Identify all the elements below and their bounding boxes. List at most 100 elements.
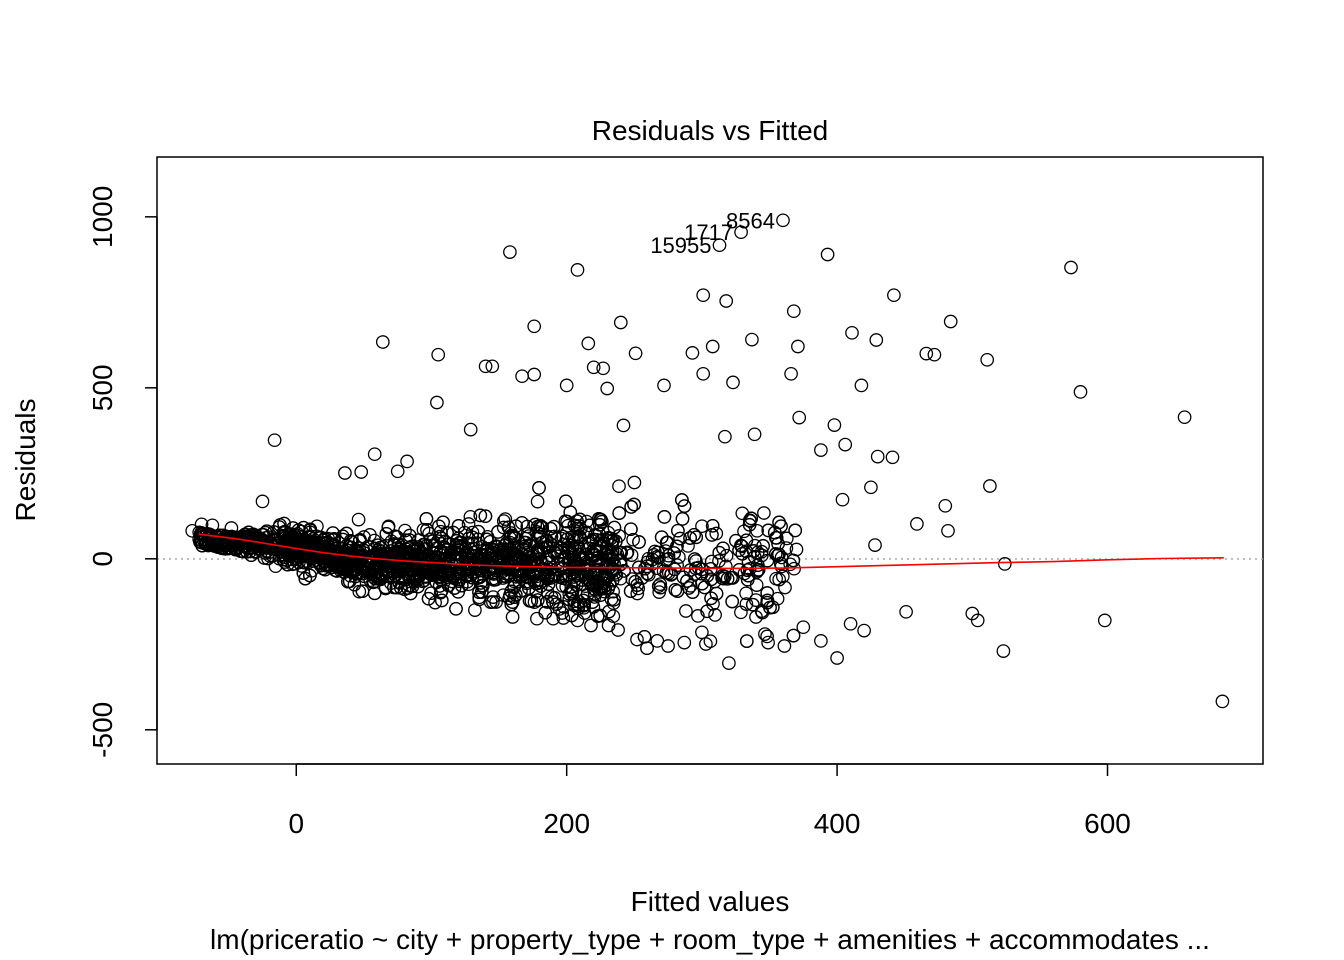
residual-point: [349, 548, 363, 562]
residual-point: [549, 597, 564, 612]
residual-point: [786, 553, 801, 568]
residual-point: [726, 375, 740, 390]
residual-point: [659, 565, 674, 580]
residual-point: [508, 588, 523, 602]
residual-point: [570, 263, 585, 277]
residual-point: [838, 437, 853, 452]
residual-point: [681, 539, 695, 553]
residual-point: [479, 532, 494, 547]
residual-point: [592, 517, 607, 532]
residual-point: [1073, 385, 1088, 399]
residual-point: [709, 586, 724, 601]
residual-point: [496, 555, 510, 569]
residual-point: [745, 597, 760, 612]
residual-point: [788, 523, 803, 538]
residual-point: [593, 608, 608, 623]
residual-point: [594, 513, 608, 527]
residual-point: [390, 464, 405, 479]
x-tick-label: 400: [814, 808, 861, 839]
residual-point: [558, 572, 573, 586]
residual-point: [653, 577, 668, 592]
residual-point: [505, 595, 520, 609]
residual-point: [613, 315, 628, 330]
residual-point: [885, 450, 900, 465]
residual-point: [506, 562, 520, 577]
residual-point: [201, 530, 216, 545]
residual-point: [601, 581, 616, 596]
residual-point: [371, 538, 385, 553]
residual-point: [775, 569, 790, 584]
residual-point: [691, 609, 705, 623]
residual-point: [783, 557, 798, 572]
residual-point: [620, 545, 635, 560]
residual-point: [729, 533, 743, 548]
residual-point: [659, 552, 674, 567]
residual-point: [447, 581, 462, 595]
residual-point: [660, 535, 675, 550]
residual-point: [428, 595, 442, 610]
residual-point: [592, 568, 606, 583]
residual-point: [573, 521, 588, 536]
residual-point: [1177, 410, 1192, 425]
point-label: 15955: [650, 233, 711, 258]
residual-point: [474, 585, 489, 599]
residual-point: [386, 569, 401, 584]
residual-point: [835, 492, 850, 507]
residual-point: [739, 634, 754, 648]
residual-point: [520, 527, 535, 541]
residual-point: [473, 508, 488, 523]
residual-point: [540, 595, 555, 609]
residual-point: [595, 532, 610, 547]
residual-point: [616, 418, 631, 433]
residual-point: [578, 570, 593, 585]
residual-point: [527, 367, 542, 382]
residual-point: [470, 571, 484, 586]
residual-point: [696, 288, 711, 303]
residual-point: [463, 509, 478, 524]
residual-point: [854, 378, 869, 393]
residual-point: [744, 511, 759, 526]
residual-point: [773, 556, 788, 571]
residual-point: [516, 554, 531, 569]
model-formula-subtitle: lm(priceratio ~ city + property_type + r…: [210, 924, 1210, 955]
residual-point: [632, 535, 646, 549]
residual-point: [353, 532, 367, 547]
residual-point: [687, 527, 701, 542]
residual-point: [527, 319, 542, 334]
residual-point: [584, 618, 598, 633]
residual-point: [717, 569, 732, 584]
residual-point: [409, 571, 423, 585]
residual-point: [772, 515, 786, 530]
y-tick-label: 500: [87, 364, 118, 411]
residual-point: [786, 304, 801, 319]
residual-point: [740, 572, 755, 587]
residual-point: [700, 604, 714, 619]
residual-point: [567, 594, 582, 609]
residual-point: [651, 579, 666, 593]
smoother-line: [198, 533, 1224, 570]
residual-point: [845, 325, 859, 340]
residual-point: [559, 378, 574, 393]
residual-point: [705, 339, 720, 354]
residual-point: [757, 506, 771, 520]
residual-point: [205, 518, 220, 533]
residual-point: [657, 510, 672, 524]
residual-point: [505, 610, 520, 624]
residual-point: [567, 570, 581, 584]
residual-point: [503, 245, 517, 259]
residual-point: [440, 568, 455, 583]
residual-point: [404, 553, 418, 567]
residual-point: [742, 513, 757, 528]
residual-point: [814, 443, 828, 457]
residual-point: [760, 586, 775, 600]
residual-point: [671, 523, 685, 538]
residual-point: [556, 611, 571, 625]
residual-point: [899, 604, 913, 619]
residual-point: [530, 525, 544, 539]
residual-point: [586, 360, 601, 375]
residual-point: [820, 247, 835, 262]
residual-point: [496, 564, 510, 579]
residual-point: [761, 523, 776, 538]
residual-point: [708, 608, 722, 622]
residual-point: [814, 634, 828, 648]
